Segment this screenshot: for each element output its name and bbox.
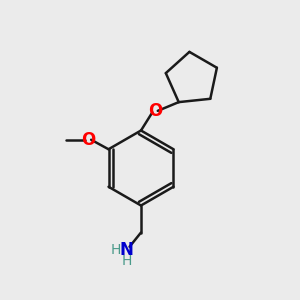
Text: H: H (111, 243, 121, 257)
Text: O: O (81, 131, 95, 149)
Text: O: O (148, 102, 162, 120)
Text: H: H (121, 254, 132, 268)
Text: N: N (120, 241, 134, 259)
